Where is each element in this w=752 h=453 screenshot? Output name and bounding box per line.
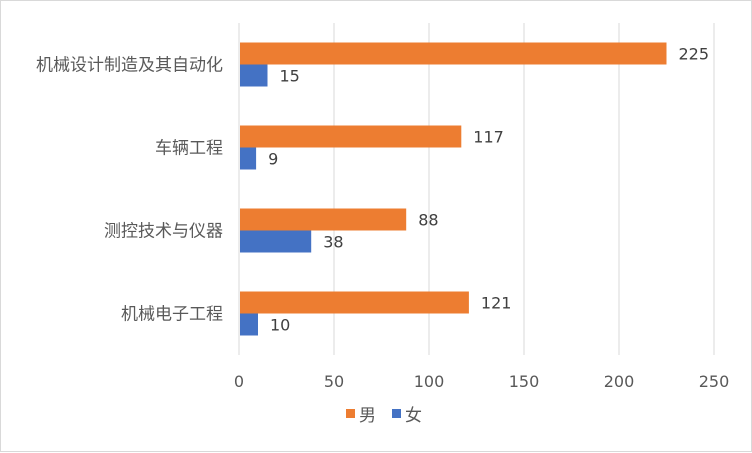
bar-female-3 (240, 313, 258, 336)
data-label-female-0: 15 (280, 67, 300, 86)
bar-male-2 (240, 208, 407, 231)
data-label-female-3: 10 (270, 316, 290, 335)
data-label-male-0: 225 (679, 45, 710, 64)
legend-label-male: 男 (359, 406, 376, 426)
bar-male-3 (240, 291, 469, 314)
category-label-2: 测控技术与仪器 (104, 222, 223, 242)
x-tick-label-3: 150 (509, 372, 540, 391)
data-label-male-3: 121 (481, 294, 512, 313)
x-tick-label-1: 50 (324, 372, 344, 391)
x-tick-label-2: 100 (414, 372, 445, 391)
data-label-male-1: 117 (473, 128, 504, 147)
bar-female-1 (240, 147, 257, 170)
data-label-female-2: 38 (323, 233, 343, 252)
legend-swatch-female (392, 409, 401, 418)
bar-female-2 (240, 230, 312, 253)
bar-male-1 (240, 125, 462, 148)
x-tick-label-5: 250 (699, 372, 730, 391)
category-label-0: 机械设计制造及其自动化 (36, 56, 223, 76)
category-label-3: 机械电子工程 (121, 305, 223, 325)
legend-swatch-male (346, 409, 355, 418)
x-tick-label-0: 0 (234, 372, 244, 391)
x-tick-label-4: 200 (604, 372, 635, 391)
category-label-1: 车辆工程 (155, 139, 223, 159)
data-label-male-2: 88 (418, 211, 438, 230)
bar-male-0 (240, 42, 667, 65)
legend-label-female: 女 (405, 406, 422, 426)
data-label-female-1: 9 (268, 150, 278, 169)
bar-female-0 (240, 64, 268, 87)
